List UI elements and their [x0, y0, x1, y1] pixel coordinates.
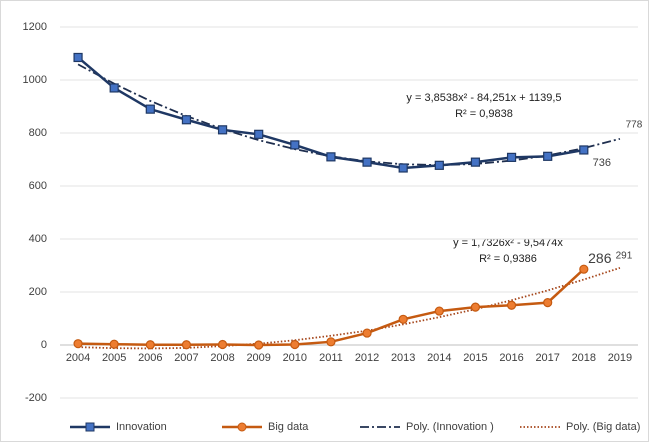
x-tick-label: 2018 [572, 352, 596, 364]
x-tick-label: 2014 [427, 352, 451, 364]
x-tick-label: 2004 [66, 352, 90, 364]
legend-label: Innovation [116, 421, 167, 433]
marker [470, 302, 481, 312]
legend-marker [237, 422, 247, 432]
y-tick-label: 600 [29, 180, 47, 192]
marker [145, 104, 155, 114]
y-tick-label: 0 [41, 339, 47, 351]
x-tick-label: 2013 [391, 352, 415, 364]
data-label: 291 [616, 251, 633, 262]
x-tick-label: 2005 [102, 352, 126, 364]
x-tick-label: 2006 [138, 352, 162, 364]
marker [290, 140, 300, 150]
marker [434, 306, 444, 316]
annotation: y = 1,7326x² - 9,5474x [453, 237, 563, 249]
legend-label: Poly. (Innovation ) [406, 421, 494, 433]
y-tick-label: 1200 [23, 21, 47, 33]
annotation: R² = 0,9838 [455, 108, 513, 120]
x-tick-label: 2017 [535, 352, 559, 364]
marker [543, 151, 553, 161]
x-tick-label: 2009 [246, 352, 270, 364]
marker [398, 163, 408, 173]
marker [434, 160, 444, 170]
marker [290, 339, 300, 350]
marker [398, 314, 408, 324]
x-tick-label: 2019 [608, 352, 632, 364]
marker [254, 129, 264, 139]
legend-marker [85, 422, 95, 432]
marker [506, 152, 517, 162]
x-tick-label: 2010 [283, 352, 307, 364]
x-tick-label: 2015 [463, 352, 487, 364]
marker [109, 83, 119, 93]
marker [254, 340, 264, 350]
marker [181, 340, 192, 350]
y-tick-label: 200 [29, 286, 47, 298]
marker [73, 52, 83, 63]
y-tick-label: 1000 [23, 74, 47, 86]
marker [579, 145, 589, 155]
data-label: 778 [626, 119, 643, 130]
x-tick-label: 2007 [174, 352, 198, 364]
annotation: R² = 0,9386 [479, 253, 537, 265]
marker [326, 337, 336, 347]
marker [543, 298, 553, 308]
marker [181, 115, 192, 125]
y-tick-label: -200 [25, 392, 47, 404]
y-tick-label: 400 [29, 233, 47, 245]
data-label: 736 [593, 157, 611, 169]
marker [579, 264, 589, 274]
x-tick-label: 2011 [319, 352, 343, 364]
marker [73, 339, 83, 349]
x-tick-label: 2016 [499, 352, 523, 364]
annotation: y = 3,8538x² - 84,251x + 1139,5 [406, 92, 561, 104]
marker [217, 339, 228, 350]
data-label: 286 [588, 250, 612, 266]
marker [145, 340, 155, 350]
marker [470, 157, 481, 167]
marker [109, 339, 119, 349]
x-tick-label: 2012 [355, 352, 379, 364]
legend-label: Poly. (Big data) [566, 421, 640, 433]
marker [506, 300, 517, 310]
y-tick-label: 800 [29, 127, 47, 139]
marker [362, 157, 372, 167]
legend-label: Big data [268, 421, 309, 433]
series-line [78, 267, 621, 350]
marker [326, 152, 336, 162]
marker [217, 125, 228, 135]
x-tick-label: 2008 [210, 352, 234, 364]
marker [362, 328, 372, 338]
